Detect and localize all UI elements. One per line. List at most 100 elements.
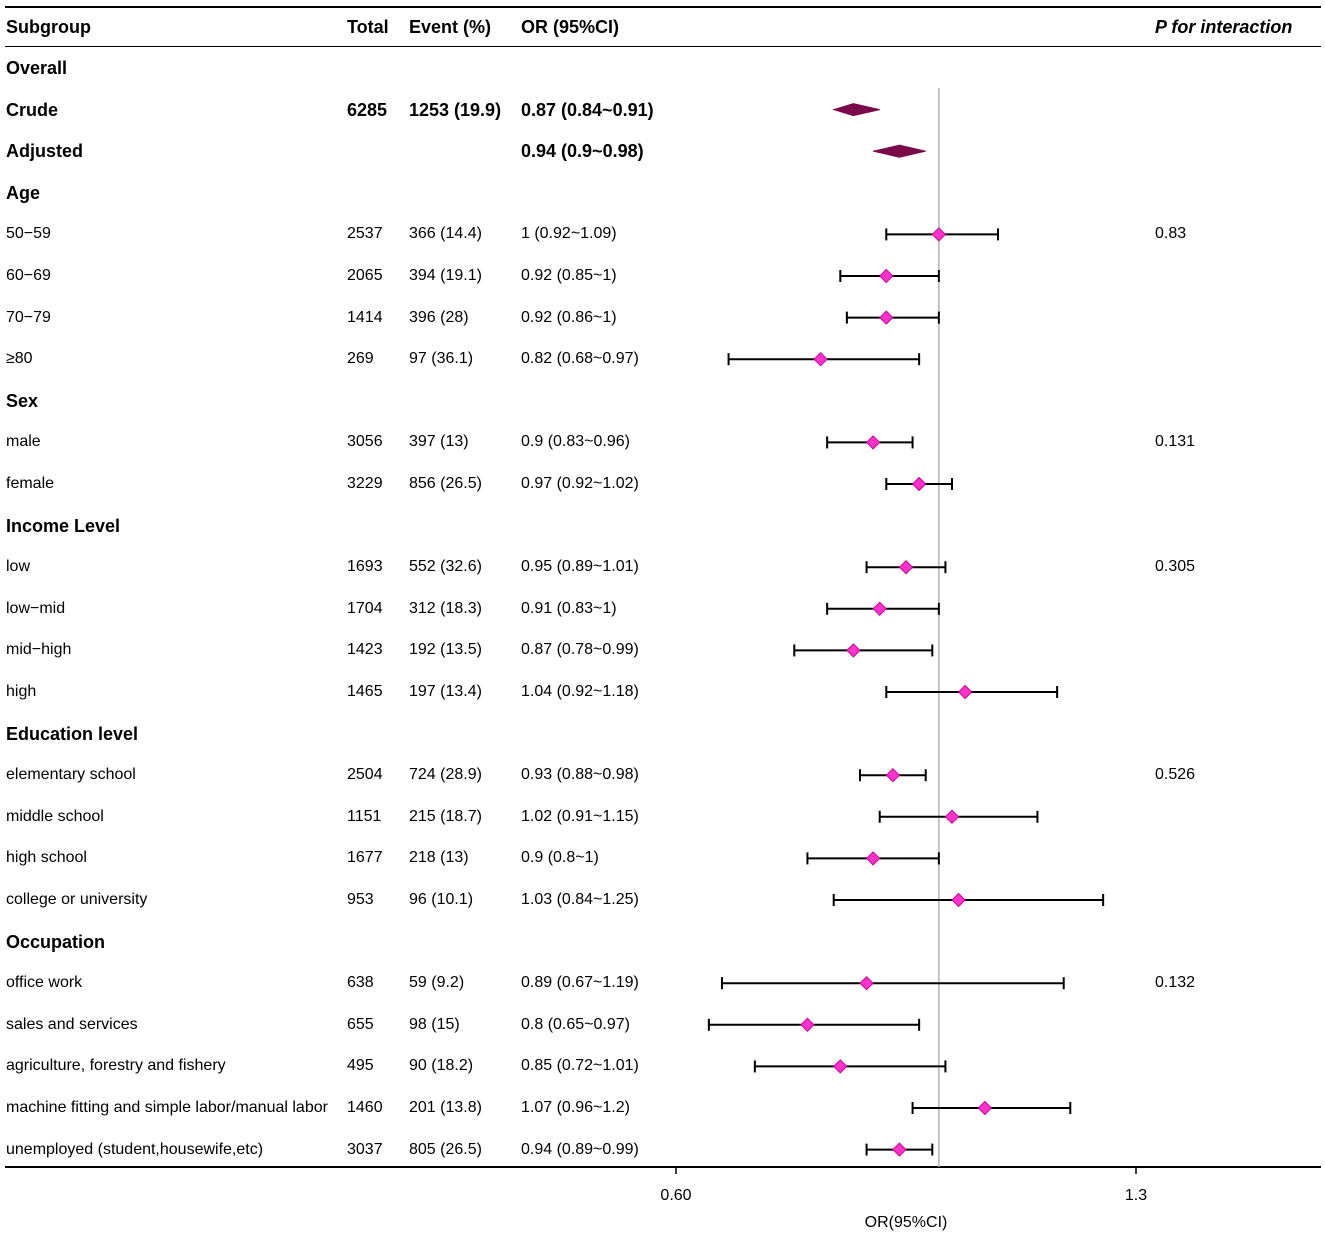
summary-diamond	[873, 144, 926, 158]
or-ci-cell: 1.03 (0.84~1.25)	[521, 891, 639, 908]
p-interaction-cell: 0.131	[1155, 433, 1196, 451]
event-cell: 1253 (19.9)	[409, 99, 502, 120]
table-row: ≥80 269 97 (36.1) 0.82 (0.68~0.97)	[0, 339, 1325, 379]
table-row: 70−79 1414 396 (28) 0.92 (0.86~1)	[0, 298, 1325, 338]
table-row: sales and services 655 98 (15) 0.8 (0.65~0.…	[0, 1005, 1325, 1045]
subgroup-cell: 60−69	[6, 267, 51, 284]
point-estimate	[800, 1017, 815, 1033]
point-estimate	[931, 227, 947, 242]
subgroup-cell: middle school	[6, 807, 104, 825]
or-ci-cell: 0.87 (0.78~0.99)	[521, 641, 639, 659]
table-row: low−mid 1704 312 (18.3) 0.91 (0.83~1)	[0, 589, 1325, 629]
total-cell: 3037	[347, 1140, 383, 1158]
top-rule	[5, 6, 1321, 8]
or-ci-cell: 0.9 (0.8~1)	[521, 849, 599, 867]
table-row: unemployed (student,housewife,etc) 3037 80…	[0, 1130, 1325, 1170]
point-estimate	[951, 892, 966, 908]
group-header-row: Age	[0, 173, 1325, 213]
subgroup-cell: Overall	[6, 58, 68, 78]
or-ci-cell: 0.85 (0.72~1.01)	[521, 1057, 639, 1075]
subgroup-cell: low	[6, 558, 31, 576]
or-ci-cell: 0.95 (0.89~1.01)	[521, 558, 639, 576]
total-cell: 1414	[347, 308, 383, 326]
or-ci-cell: 0.82 (0.68~0.97)	[521, 350, 639, 368]
or-ci-cell: 1 (0.92~1.09)	[521, 225, 617, 243]
point-estimate	[879, 310, 894, 325]
group-header-row: Sex	[0, 381, 1325, 421]
total-cell: 1460	[347, 1099, 383, 1116]
table-row: high 1465 197 (13.4) 1.04 (0.92~1.18)	[0, 672, 1325, 712]
p-interaction-cell: 0.526	[1155, 766, 1196, 784]
point-estimate	[846, 643, 861, 658]
event-cell: 394 (19.1)	[409, 267, 482, 284]
subgroup-cell: sales and services	[6, 1015, 138, 1033]
point-estimate	[865, 851, 881, 866]
total-cell: 655	[347, 1015, 374, 1033]
point-estimate	[879, 268, 894, 284]
summary-diamond	[831, 103, 880, 117]
or-ci-cell: 0.92 (0.86~1)	[521, 308, 617, 326]
point-estimate	[813, 351, 828, 367]
table-row: Adjusted 0.94 (0.9~0.98)	[0, 131, 1325, 171]
event-cell: 366 (14.4)	[409, 225, 482, 243]
subgroup-cell: male	[6, 433, 41, 451]
subgroup-cell: ≥80	[6, 350, 33, 368]
table-row: agriculture, forestry and fishery 495 90 (…	[0, 1046, 1325, 1086]
subgroup-cell: 50−59	[6, 225, 51, 243]
subgroup-cell: Sex	[6, 390, 39, 411]
subgroup-cell: agriculture, forestry and fishery	[6, 1057, 226, 1075]
x-axis-title: OR(95%CI)	[865, 1214, 948, 1231]
total-cell: 495	[347, 1057, 374, 1075]
table-row: office work 638 59 (9.2) 0.89 (0.67~1.19) 0.…	[0, 963, 1325, 1003]
header-p-interaction: P for interaction	[1155, 17, 1293, 37]
point-estimate	[872, 601, 887, 617]
or-ci-cell: 0.91 (0.83~1)	[521, 599, 617, 617]
x-axis-tick-label: 0.60	[660, 1187, 691, 1204]
or-ci-cell: 1.04 (0.92~1.18)	[521, 683, 639, 700]
total-cell: 2537	[347, 225, 383, 243]
header-event: Event (%)	[409, 17, 492, 37]
table-row: 60−69 2065 394 (19.1) 0.92 (0.85~1)	[0, 256, 1325, 296]
or-ci-cell: 0.8 (0.65~0.97)	[521, 1015, 630, 1033]
event-cell: 201 (13.8)	[409, 1099, 482, 1116]
total-cell: 1704	[347, 599, 383, 617]
table-row: high school 1677 218 (13) 0.9 (0.8~1)	[0, 838, 1325, 878]
total-cell: 1677	[347, 849, 383, 867]
event-cell: 856 (26.5)	[409, 475, 482, 492]
or-ci-cell: 1.07 (0.96~1.2)	[521, 1099, 630, 1116]
header-total: Total	[347, 17, 389, 37]
point-estimate	[957, 684, 973, 700]
subgroup-cell: 70−79	[6, 308, 51, 326]
table-row: college or university 953 96 (10.1) 1.03 (0…	[0, 880, 1325, 920]
group-header-row: Occupation	[0, 922, 1325, 962]
or-ci-cell: 0.87 (0.84~0.91)	[521, 99, 654, 120]
total-cell: 1465	[347, 683, 383, 700]
subgroup-cell: mid−high	[6, 641, 72, 659]
subgroup-cell: college or university	[6, 891, 148, 908]
event-cell: 397 (13)	[409, 433, 469, 451]
subgroup-cell: elementary school	[6, 766, 136, 784]
or-ci-cell: 0.9 (0.83~0.96)	[521, 433, 630, 451]
event-cell: 552 (32.6)	[409, 558, 482, 576]
point-estimate	[859, 975, 874, 991]
table-row: Crude 6285 1253 (19.9) 0.87 (0.84~0.91)	[0, 90, 1325, 130]
table-row: middle school 1151 215 (18.7) 1.02 (0.91~1.…	[0, 797, 1325, 837]
subgroup-cell: high	[6, 683, 37, 700]
or-ci-cell: 0.97 (0.92~1.02)	[521, 475, 639, 492]
event-cell: 197 (13.4)	[409, 683, 482, 700]
subgroup-cell: low−mid	[6, 599, 66, 617]
point-estimate	[892, 1142, 907, 1157]
point-estimate	[977, 1100, 993, 1116]
or-ci-cell: 0.89 (0.67~1.19)	[521, 974, 639, 992]
total-cell: 3056	[347, 433, 383, 451]
event-cell: 218 (13)	[409, 849, 469, 867]
bottom-rule	[5, 1166, 1321, 1168]
point-estimate	[944, 809, 960, 825]
subgroup-cell: Income Level	[6, 515, 121, 536]
event-cell: 98 (15)	[409, 1015, 460, 1033]
p-interaction-cell: 0.305	[1155, 558, 1196, 576]
or-ci-cell: 0.94 (0.9~0.98)	[521, 141, 644, 162]
subgroup-cell: machine fitting and simple labor/manual …	[6, 1099, 328, 1116]
p-interaction-cell: 0.83	[1155, 225, 1187, 243]
